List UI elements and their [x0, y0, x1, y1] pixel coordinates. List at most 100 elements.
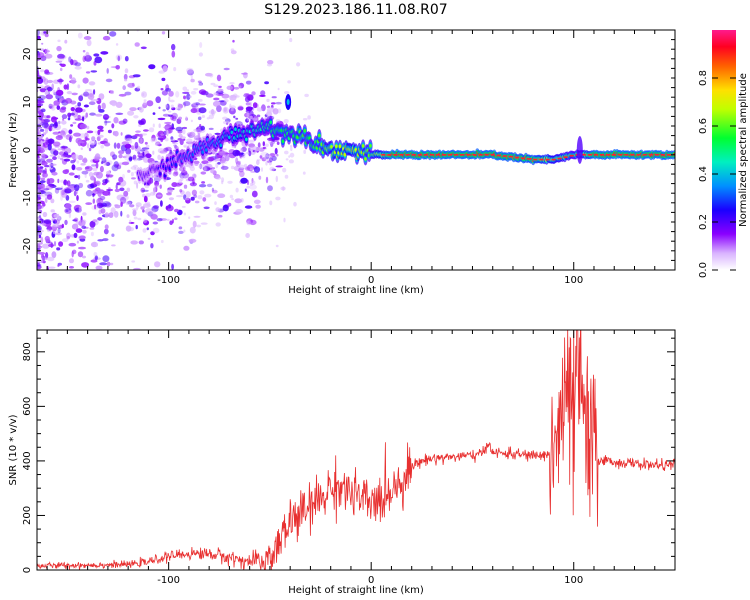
spectrogram-blob: [69, 112, 75, 116]
spectrogram-blob: [34, 6, 40, 13]
spectrogram-blob: [91, 182, 100, 185]
spectrogram-blob: [158, 123, 161, 128]
colorbar-tick-label: 0.2: [698, 214, 709, 230]
spectrogram-blob: [178, 179, 182, 185]
spectrogram-blob: [144, 141, 148, 145]
spectrogram-blob: [83, 36, 92, 40]
spectrogram-blob: [100, 208, 106, 214]
spectrogram-blob: [138, 240, 144, 245]
spectrogram-blob: [58, 241, 64, 247]
spectrogram-blob: [182, 166, 186, 172]
spectrogram-blob: [246, 185, 250, 189]
spectrogram-blob: [51, 335, 58, 341]
spectrogram-blob: [178, 133, 183, 138]
spectrogram-blob: [40, 140, 43, 147]
spectrogram-blob: [44, 164, 50, 168]
spectrogram-blob: [101, 161, 104, 165]
spectrogram-blob: [59, 67, 63, 72]
spectrogram-blob: [69, 136, 72, 143]
spectrogram-blob: [56, 89, 64, 96]
spectrogram-blob: [39, 153, 46, 157]
spectrogram-blob: [245, 102, 251, 106]
ridge-core: [174, 162, 178, 167]
spectrogram-blob: [181, 205, 186, 208]
ridge-core: [335, 144, 338, 148]
spectrogram-blob: [102, 238, 109, 242]
spectrogram-blob: [218, 85, 222, 88]
spectrogram-blob: [220, 165, 229, 170]
spectrogram-blob: [48, 266, 56, 269]
spectrogram-blob: [139, 138, 143, 144]
spectrogram-blob: [77, 114, 81, 119]
spectrogram-blob: [52, 89, 56, 94]
spectrogram-blob: [73, 132, 81, 137]
spectrogram-blob: [55, 232, 62, 236]
spectrogram-blob: [82, 212, 87, 216]
spectrogram-blob: [55, 187, 63, 191]
spectrogram-blob: [269, 152, 276, 158]
spectrogram-blob: [246, 220, 252, 226]
spectrogram-blob: [256, 107, 263, 112]
spectrogram-blob: [152, 150, 155, 155]
spectrogram-blob: [50, 209, 55, 213]
spectrogram-blob: [237, 164, 246, 169]
spectrogram-blob: [74, 66, 82, 70]
spectrogram-blob: [98, 109, 105, 113]
spectrogram-blob: [99, 195, 106, 201]
spectrogram-blob: [284, 91, 290, 95]
spectrogram-blob: [146, 201, 151, 207]
spectrogram-blob: [201, 181, 206, 184]
spectrogram-blob: [37, 242, 43, 245]
spectrogram-blob: [174, 217, 178, 221]
spectrogram-blob: [275, 244, 279, 248]
spectrogram-blob: [118, 93, 127, 97]
spectrogram-blob: [293, 201, 297, 207]
spectrogram-blob: [77, 84, 81, 89]
spectrogram-blob: [270, 142, 274, 147]
spectrogram-blob: [178, 226, 183, 230]
spectrogram-blob: [95, 265, 103, 270]
spectrogram-blob: [152, 192, 156, 195]
spectrogram-blob: [106, 68, 109, 74]
spectrogram-xlabel: Height of straight line (km): [288, 285, 424, 296]
spectrogram-blob: [37, 261, 41, 264]
spectrogram-blob: [77, 32, 83, 39]
snr-ticks: -100 0 100 0 200 400 600 800: [22, 330, 676, 586]
spectrogram-blob: [50, 116, 57, 123]
spectrogram-blob: [160, 200, 163, 207]
spectrogram-blob: [66, 236, 70, 240]
spectrogram-blob: [71, 164, 76, 171]
spectrogram-blob: [143, 218, 148, 224]
spectrogram-blob: [204, 193, 212, 198]
spectrogram-blob: [156, 218, 163, 222]
spectrogram-blob: [111, 102, 117, 107]
spectrogram-blob: [64, 188, 72, 194]
spectrogram-blob: [64, 97, 73, 104]
spectrogram-blob: [119, 187, 125, 192]
spectrogram-blob: [90, 183, 94, 188]
spectrogram-blob: [57, 53, 65, 60]
spectrogram-ridge: [136, 94, 675, 185]
spectrogram-blob: [124, 143, 132, 149]
spectrogram-blob: [200, 171, 207, 175]
spectrogram-blob: [150, 213, 158, 220]
spectrogram-blob: [118, 176, 124, 183]
spectrogram-blob: [178, 166, 185, 172]
spectrogram-blob: [84, 173, 87, 178]
y-tick-label: 0: [22, 567, 33, 573]
spectrogram-blob: [81, 219, 87, 224]
spectrogram-blob: [92, 189, 100, 195]
spectrogram-blob: [60, 154, 69, 158]
spectrogram-blob: [42, 172, 48, 178]
spectrogram-blob: [163, 147, 169, 152]
spectrogram-blob: [189, 182, 197, 187]
spectrogram-blob: [216, 105, 222, 113]
spectrogram-blob: [153, 184, 160, 188]
spectrogram-blob: [44, 197, 48, 204]
spectrogram-blob: [248, 143, 256, 148]
spectrogram-blob: [47, 88, 51, 92]
spectrogram-blob: [178, 107, 182, 111]
spectrogram-blob: [50, 356, 53, 359]
